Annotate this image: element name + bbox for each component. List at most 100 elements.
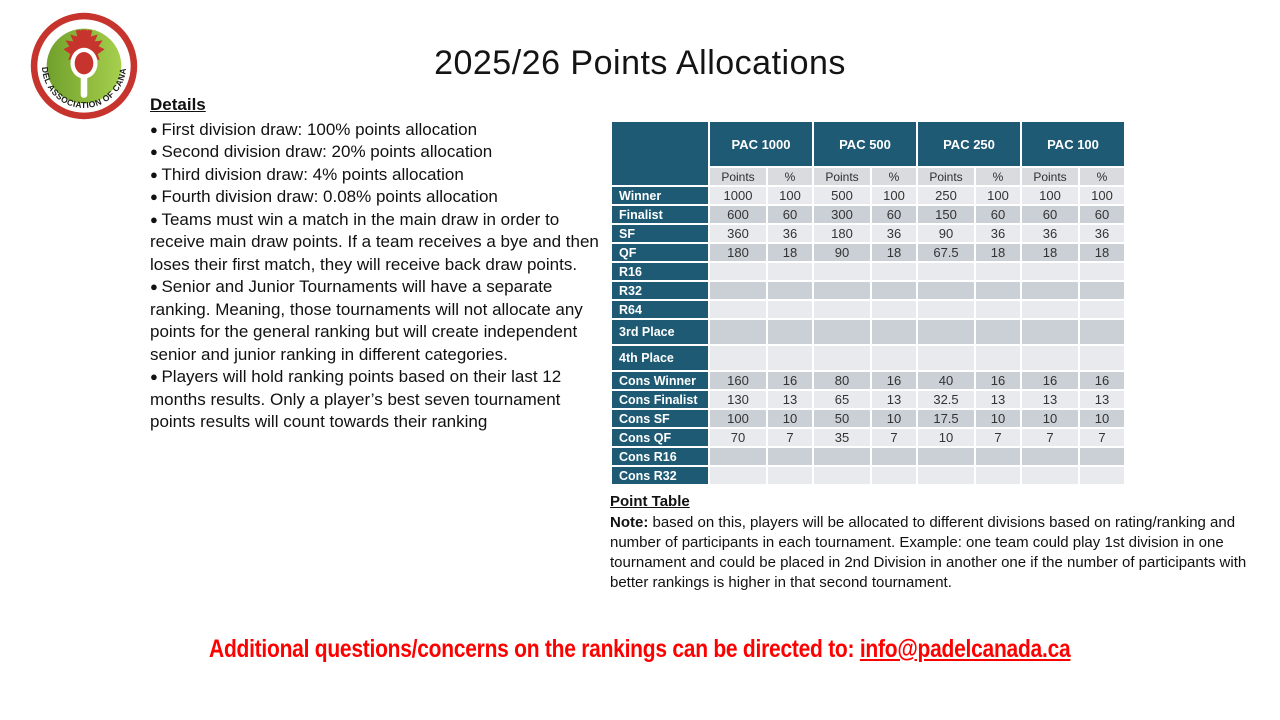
table-row: R32 — [612, 282, 1124, 299]
table-cell: 90 — [814, 244, 870, 261]
table-cell: 80 — [814, 372, 870, 389]
sub-header-points: Points — [710, 168, 766, 185]
row-label: Cons R32 — [612, 467, 708, 484]
table-cell: 250 — [918, 187, 974, 204]
table-cell — [768, 467, 812, 484]
table-cell: 36 — [976, 225, 1020, 242]
table-cell — [872, 467, 916, 484]
table-cell — [710, 320, 766, 344]
table-cell — [1022, 263, 1078, 280]
table-cell — [872, 448, 916, 465]
bullet-item: ● Players will hold ranking points based… — [150, 366, 600, 434]
table-cell — [918, 448, 974, 465]
table-cell — [814, 263, 870, 280]
table-cell — [1080, 346, 1124, 370]
table-cell — [976, 346, 1020, 370]
table-cell: 100 — [710, 410, 766, 427]
table-cell: 10 — [1080, 410, 1124, 427]
table-cell: 160 — [710, 372, 766, 389]
footer-text-line: Additional questions/concerns on the ran… — [209, 635, 1071, 664]
padel-racket-icon — [70, 47, 98, 98]
table-cell: 7 — [1080, 429, 1124, 446]
details-heading: Details — [150, 95, 206, 114]
point-table-caption: Point Table — [610, 493, 690, 510]
table-cell: 17.5 — [918, 410, 974, 427]
row-label: SF — [612, 225, 708, 242]
table-cell: 16 — [1080, 372, 1124, 389]
table-cell: 7 — [1022, 429, 1078, 446]
bullet-marker: ● — [150, 279, 162, 294]
table-cell: 100 — [872, 187, 916, 204]
table-cell: 10 — [1022, 410, 1078, 427]
table-cell: 60 — [1080, 206, 1124, 223]
table-cell: 100 — [1080, 187, 1124, 204]
footer: Additional questions/concerns on the ran… — [0, 635, 1280, 664]
table-cell: 16 — [976, 372, 1020, 389]
table-cell — [710, 301, 766, 318]
sub-header-percent: % — [768, 168, 812, 185]
table-cell — [872, 282, 916, 299]
table-cell: 18 — [1022, 244, 1078, 261]
table-cell — [976, 263, 1020, 280]
table-cell: 18 — [976, 244, 1020, 261]
bullet-marker: ● — [150, 189, 162, 204]
note-paragraph: Note: based on this, players will be all… — [610, 513, 1254, 593]
table-row: Finalist 600 60 300 60 150 60 60 60 — [612, 206, 1124, 223]
points-table-wrap: PAC 1000 PAC 500 PAC 250 PAC 100 Points% Poi… — [610, 120, 1126, 486]
table-cell — [1080, 467, 1124, 484]
row-label: Cons QF — [612, 429, 708, 446]
table-cell — [976, 320, 1020, 344]
table-cell: 16 — [768, 372, 812, 389]
table-cell: 60 — [976, 206, 1020, 223]
bullet-text: Third division draw: 4% points allocatio… — [161, 164, 464, 184]
sub-header-percent: % — [1080, 168, 1124, 185]
table-cell: 16 — [872, 372, 916, 389]
row-label: R16 — [612, 263, 708, 280]
table-cell — [814, 346, 870, 370]
bullet-text: Players will hold ranking points based o… — [150, 367, 562, 431]
table-row: 3rd Place — [612, 320, 1124, 344]
table-cell — [976, 448, 1020, 465]
table-cell — [768, 263, 812, 280]
table-cell — [1080, 263, 1124, 280]
table-row: R16 — [612, 263, 1124, 280]
table-cell — [918, 282, 974, 299]
bullet-text: First division draw: 100% points allocat… — [161, 119, 478, 139]
table-cell — [1022, 320, 1078, 344]
table-cell — [872, 320, 916, 344]
row-label: Finalist — [612, 206, 708, 223]
table-cell: 67.5 — [918, 244, 974, 261]
table-cell — [918, 301, 974, 318]
table-cell: 10 — [976, 410, 1020, 427]
table-cell: 130 — [710, 391, 766, 408]
table-row: Cons SF 100 10 50 10 17.5 10 10 10 — [612, 410, 1124, 427]
table-cell: 32.5 — [918, 391, 974, 408]
table-cell: 10 — [918, 429, 974, 446]
table-cell — [768, 282, 812, 299]
table-cell: 60 — [1022, 206, 1078, 223]
table-cell — [872, 346, 916, 370]
table-cell: 18 — [768, 244, 812, 261]
contact-email-link[interactable]: info@padelcanada.ca — [860, 635, 1071, 663]
bullet-item: ● Second division draw: 20% points alloc… — [150, 141, 600, 164]
table-cell: 7 — [872, 429, 916, 446]
bullet-text: Teams must win a match in the main draw … — [150, 209, 599, 274]
table-cell — [768, 448, 812, 465]
bullet-marker: ● — [150, 121, 162, 137]
table-cell — [872, 301, 916, 318]
table-cell: 300 — [814, 206, 870, 223]
row-label: R32 — [612, 282, 708, 299]
table-cell — [814, 448, 870, 465]
bullet-item: ● Teams must win a match in the main dra… — [150, 209, 600, 277]
table-row: Cons QF 70 7 35 7 10 7 7 7 — [612, 429, 1124, 446]
table-cell: 13 — [1022, 391, 1078, 408]
table-row: 4th Place — [612, 346, 1124, 370]
bullet-text: Second division draw: 20% points allocat… — [161, 142, 493, 161]
table-row: R64 — [612, 301, 1124, 318]
table-cell — [814, 320, 870, 344]
table-cell: 40 — [918, 372, 974, 389]
table-cell — [1022, 467, 1078, 484]
table-cell — [1080, 282, 1124, 299]
table-cell: 70 — [710, 429, 766, 446]
bullet-item: ● Fourth division draw: 0.08% points all… — [150, 186, 600, 209]
